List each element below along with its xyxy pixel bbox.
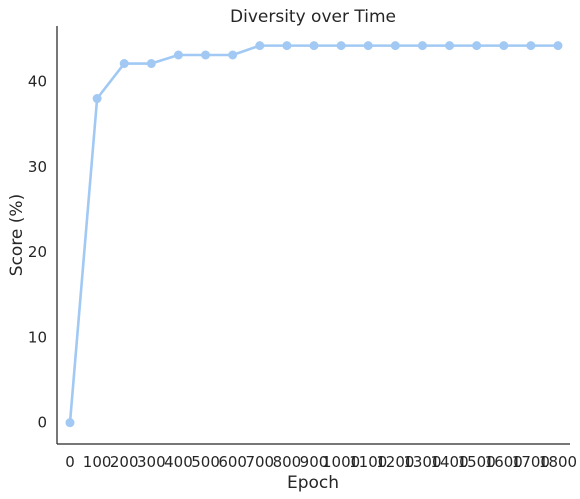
data-point — [66, 418, 75, 427]
data-point — [228, 51, 237, 60]
y-tick-label: 10 — [28, 328, 47, 346]
x-tick-label: 200 — [110, 453, 139, 471]
y-tick-labels: 0 10 20 30 40 — [28, 72, 47, 431]
data-point — [337, 41, 346, 50]
y-tick-label: 20 — [28, 243, 47, 261]
data-point — [445, 41, 454, 50]
data-point — [282, 41, 291, 50]
data-point — [255, 41, 264, 50]
x-tick-labels: 0 100200300400500600700800900100011001200… — [65, 453, 577, 471]
y-tick-label: 0 — [37, 414, 47, 432]
x-tick-label: 600 — [218, 453, 247, 471]
x-axis-label: Epoch — [287, 473, 339, 493]
data-point — [364, 41, 373, 50]
data-point — [201, 51, 210, 60]
series-points — [66, 41, 563, 427]
y-axis-label: Score (%) — [7, 194, 27, 276]
data-point — [499, 41, 508, 50]
x-tick-label: 700 — [245, 453, 274, 471]
x-tick-label: 400 — [164, 453, 193, 471]
y-tick-label: 30 — [28, 158, 47, 176]
data-point — [391, 41, 400, 50]
x-tick-label: 800 — [273, 453, 302, 471]
data-point — [554, 41, 563, 50]
series-lines — [70, 46, 558, 423]
data-point — [310, 41, 319, 50]
data-point — [120, 59, 129, 68]
series-line — [70, 46, 558, 423]
data-point — [174, 51, 183, 60]
x-tick-label: 100 — [83, 453, 112, 471]
data-point — [472, 41, 481, 50]
data-point — [93, 94, 102, 103]
x-tick-label: 0 — [65, 453, 75, 471]
chart-title: Diversity over Time — [230, 7, 396, 27]
x-tick-label: 1800 — [539, 453, 577, 471]
x-tick-label: 300 — [137, 453, 166, 471]
data-point — [418, 41, 427, 50]
x-tick-label: 500 — [191, 453, 220, 471]
data-point — [147, 59, 156, 68]
data-point — [526, 41, 535, 50]
y-tick-label: 40 — [28, 72, 47, 90]
